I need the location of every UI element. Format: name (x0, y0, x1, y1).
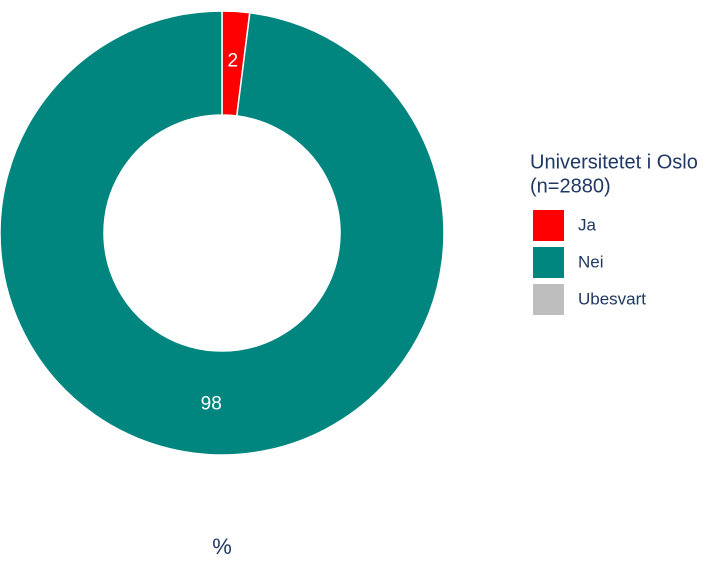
legend-title: Universitetet i Oslo (530, 151, 698, 173)
donut-segment (0, 10, 445, 456)
data-label: 2 (228, 50, 239, 71)
data-label: 98 (201, 394, 222, 415)
axis-label: % (212, 534, 232, 559)
legend-label: Nei (578, 252, 604, 271)
legend-label: Ubesvart (578, 289, 646, 308)
legend-label: Ja (578, 215, 597, 234)
legend-swatch (533, 247, 564, 278)
legend-title: (n=2880) (530, 175, 611, 197)
legend-swatch (533, 210, 564, 241)
legend-swatch (533, 284, 564, 315)
